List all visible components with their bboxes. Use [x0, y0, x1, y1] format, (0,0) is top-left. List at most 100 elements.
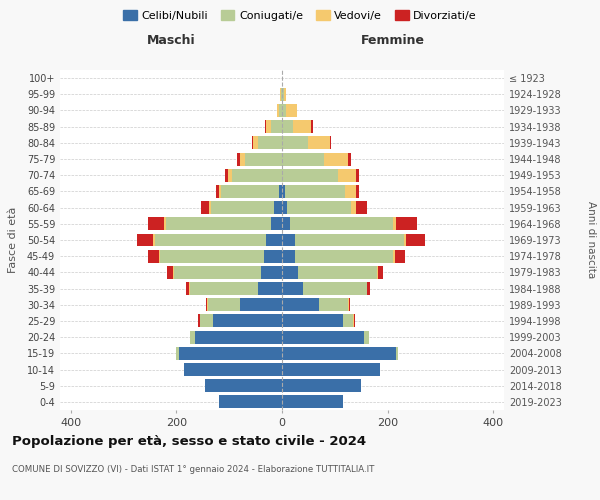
Bar [282, 347, 395, 360]
Bar [282, 363, 380, 376]
Bar [184, 363, 282, 376]
Y-axis label: Fasce di età: Fasce di età [8, 207, 19, 273]
Bar [218, 396, 282, 408]
Bar [282, 250, 295, 262]
Bar [252, 136, 253, 149]
Legend: Celibi/Nubili, Coniugati/e, Vedovi/e, Divorziati/e: Celibi/Nubili, Coniugati/e, Vedovi/e, Di… [119, 6, 481, 25]
Bar [282, 330, 364, 344]
Bar [237, 152, 240, 166]
Bar [167, 266, 173, 279]
Bar [152, 234, 155, 246]
Bar [199, 314, 200, 328]
Bar [286, 104, 297, 117]
Bar [393, 250, 395, 262]
Bar [319, 298, 348, 311]
Bar [377, 266, 378, 279]
Bar [348, 152, 351, 166]
Bar [195, 330, 282, 344]
Bar [351, 201, 356, 214]
Bar [404, 234, 406, 246]
Bar [284, 88, 286, 101]
Bar [159, 250, 160, 262]
Bar [240, 298, 282, 311]
Bar [378, 266, 383, 279]
Bar [337, 169, 356, 181]
Bar [155, 234, 266, 246]
Bar [280, 185, 282, 198]
Bar [280, 104, 282, 117]
Text: COMUNE DI SOVIZZO (VI) - Dati ISTAT 1° gennaio 2024 - Elaborazione TUTTITALIA.IT: COMUNE DI SOVIZZO (VI) - Dati ISTAT 1° g… [12, 465, 374, 474]
Bar [282, 314, 343, 328]
Bar [277, 104, 280, 117]
Bar [263, 250, 282, 262]
Bar [148, 218, 164, 230]
Bar [216, 185, 218, 198]
Bar [295, 234, 404, 246]
Bar [290, 218, 393, 230]
Bar [164, 218, 166, 230]
Bar [227, 169, 232, 181]
Bar [284, 185, 346, 198]
Bar [395, 218, 417, 230]
Bar [349, 298, 350, 311]
Bar [211, 201, 274, 214]
Bar [282, 234, 295, 246]
Bar [303, 282, 367, 295]
Bar [208, 298, 240, 311]
Bar [282, 218, 290, 230]
Bar [282, 298, 319, 311]
Bar [176, 347, 179, 360]
Bar [179, 347, 282, 360]
Bar [293, 120, 311, 133]
Bar [356, 169, 359, 181]
Bar [253, 136, 258, 149]
Bar [190, 330, 195, 344]
Bar [282, 88, 284, 101]
Bar [282, 396, 343, 408]
Bar [308, 136, 329, 149]
Bar [258, 282, 282, 295]
Bar [245, 152, 282, 166]
Bar [393, 218, 395, 230]
Bar [160, 250, 263, 262]
Text: Popolazione per età, sesso e stato civile - 2024: Popolazione per età, sesso e stato civil… [12, 435, 366, 448]
Bar [240, 152, 245, 166]
Text: Anni di nascita: Anni di nascita [586, 202, 596, 278]
Bar [221, 185, 280, 198]
Bar [190, 282, 258, 295]
Bar [265, 120, 266, 133]
Text: Femmine: Femmine [361, 34, 425, 48]
Bar [282, 282, 303, 295]
Bar [200, 314, 213, 328]
Bar [356, 201, 367, 214]
Bar [282, 201, 287, 214]
Bar [298, 266, 377, 279]
Bar [356, 185, 359, 198]
Text: Maschi: Maschi [146, 34, 196, 48]
Bar [282, 120, 293, 133]
Bar [311, 120, 313, 133]
Bar [282, 266, 298, 279]
Bar [205, 379, 282, 392]
Bar [232, 169, 282, 181]
Bar [324, 152, 348, 166]
Bar [282, 136, 308, 149]
Bar [395, 347, 398, 360]
Bar [367, 282, 370, 295]
Bar [282, 169, 337, 181]
Bar [274, 201, 282, 214]
Bar [166, 218, 271, 230]
Bar [148, 250, 159, 262]
Bar [271, 218, 282, 230]
Bar [209, 201, 211, 214]
Bar [329, 136, 331, 149]
Bar [395, 250, 405, 262]
Bar [281, 88, 282, 101]
Bar [364, 330, 369, 344]
Bar [173, 266, 261, 279]
Bar [218, 185, 221, 198]
Bar [406, 234, 425, 246]
Bar [225, 169, 227, 181]
Bar [137, 234, 152, 246]
Bar [343, 314, 353, 328]
